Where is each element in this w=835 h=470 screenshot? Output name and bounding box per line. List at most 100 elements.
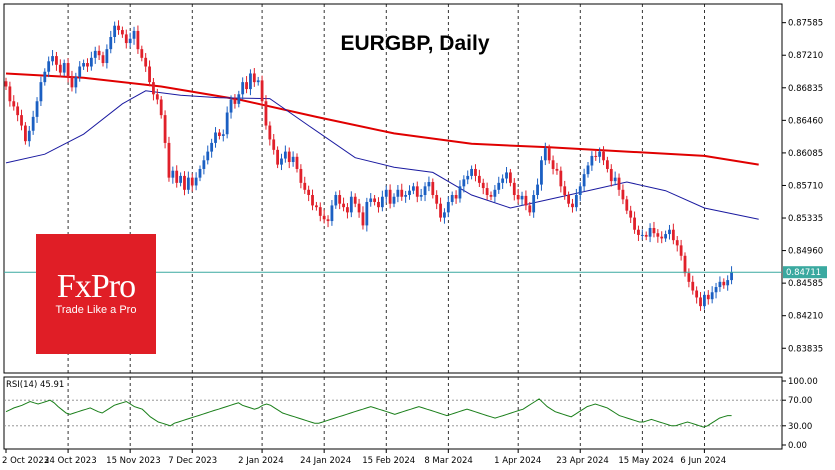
candle-body-142 — [555, 168, 559, 171]
candle-164 — [640, 229, 644, 240]
candle-133 — [520, 191, 524, 206]
price-tick-label-0: 0.87585 — [788, 19, 823, 29]
candle-body-137 — [536, 184, 539, 196]
candle-body-7 — [31, 116, 35, 131]
candle-body-6 — [27, 130, 31, 142]
candle-135 — [528, 201, 532, 216]
candle-body-36 — [144, 57, 148, 67]
candle-108 — [423, 182, 427, 202]
candle-10 — [43, 68, 47, 86]
candle-167 — [652, 221, 656, 238]
candle-body-147 — [574, 195, 578, 208]
candle-body-168 — [656, 233, 660, 237]
candle-139 — [543, 142, 547, 166]
candle-42 — [167, 136, 171, 182]
candle-159 — [621, 184, 625, 205]
candle-12 — [51, 50, 54, 66]
candle-body-34 — [136, 30, 140, 50]
current-price-tag — [783, 266, 827, 279]
candle-169 — [660, 231, 664, 244]
candle-56 — [221, 129, 225, 142]
candle-body-185 — [722, 281, 726, 286]
candle-body-65 — [256, 80, 260, 83]
candle-body-157 — [613, 177, 617, 182]
candle-45 — [179, 172, 182, 187]
candle-150 — [586, 162, 590, 178]
candle-15 — [62, 59, 66, 77]
candle-147 — [574, 188, 578, 212]
candle-body-99 — [388, 189, 392, 204]
candle-155 — [606, 156, 609, 173]
candle-180 — [703, 291, 706, 310]
candle-86 — [338, 190, 342, 210]
logo-name: FxPro — [56, 268, 136, 305]
candle-body-182 — [710, 292, 714, 300]
candle-170 — [664, 230, 667, 242]
candle-80 — [315, 201, 318, 211]
candle-98 — [384, 185, 388, 203]
candle-body-93 — [365, 201, 369, 226]
candle-body-179 — [699, 297, 702, 307]
candle-body-43 — [171, 170, 175, 178]
candle-48 — [190, 173, 194, 192]
candle-21 — [86, 58, 89, 72]
candle-body-60 — [237, 94, 241, 104]
candle-body-140 — [547, 148, 551, 161]
candle-body-29 — [117, 25, 120, 31]
candle-91 — [357, 198, 361, 218]
candle-body-85 — [334, 195, 338, 206]
candle-body-3 — [16, 106, 20, 116]
candle-81 — [318, 202, 322, 222]
candle-11 — [47, 56, 51, 78]
candle-body-119 — [466, 175, 470, 180]
candle-body-101 — [396, 189, 400, 197]
candle-83 — [326, 215, 330, 228]
candle-body-113 — [443, 212, 446, 218]
candle-6 — [27, 125, 31, 147]
candle-77 — [303, 176, 307, 194]
candle-161 — [629, 205, 633, 224]
candle-body-74 — [291, 156, 295, 163]
candle-body-27 — [109, 36, 113, 50]
candle-body-31 — [124, 34, 128, 44]
candle-body-176 — [687, 273, 691, 282]
candle-body-123 — [481, 182, 485, 189]
x-tick-label-4: 2 Jan 2024 — [238, 456, 284, 466]
candle-5 — [24, 122, 27, 145]
candle-30 — [121, 26, 124, 38]
candle-179 — [699, 292, 702, 311]
candle-body-144 — [563, 186, 567, 196]
candle-82 — [322, 209, 326, 224]
candle-body-95 — [373, 198, 376, 202]
candle-76 — [299, 164, 303, 189]
candle-body-143 — [559, 170, 563, 187]
candle-158 — [617, 173, 621, 196]
candle-body-73 — [287, 151, 291, 163]
candle-51 — [202, 155, 206, 175]
candle-7 — [31, 110, 35, 135]
candle-149 — [582, 168, 586, 192]
candle-2 — [12, 95, 16, 111]
candle-body-177 — [691, 281, 695, 291]
candle-body-121 — [474, 168, 477, 176]
candle-body-102 — [400, 189, 404, 197]
candle-156 — [609, 164, 613, 187]
candle-110 — [431, 178, 435, 199]
candle-body-64 — [252, 73, 256, 83]
candle-body-106 — [415, 186, 419, 197]
candle-body-105 — [412, 186, 415, 191]
candle-16 — [66, 58, 70, 83]
candle-35 — [140, 45, 144, 62]
candle-152 — [594, 149, 598, 161]
candle-99 — [388, 184, 392, 209]
candle-body-155 — [606, 160, 609, 169]
candle-body-131 — [512, 182, 516, 196]
candle-body-50 — [198, 168, 202, 178]
candle-172 — [671, 223, 675, 245]
candle-body-112 — [439, 203, 442, 218]
candle-body-26 — [105, 49, 109, 64]
candle-body-37 — [148, 66, 151, 83]
candle-33 — [132, 26, 136, 45]
candle-body-146 — [571, 203, 574, 208]
price-tick-label-3: 0.86460 — [788, 116, 823, 126]
